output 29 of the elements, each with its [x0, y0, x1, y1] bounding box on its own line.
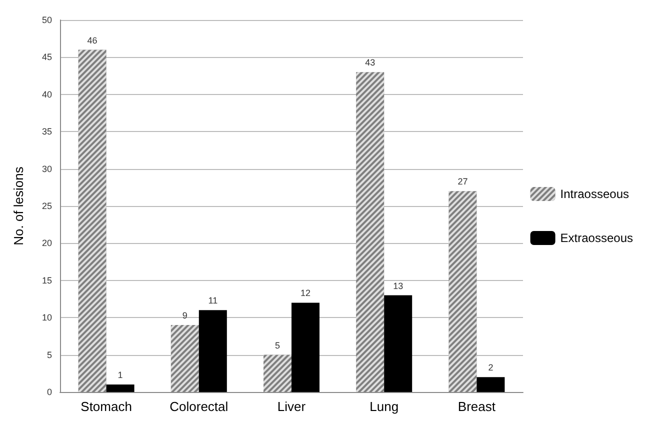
x-tick-label: Lung — [370, 399, 399, 414]
data-label: 12 — [300, 288, 311, 298]
data-label: 11 — [208, 296, 218, 306]
data-label: 2 — [488, 362, 494, 373]
y-tick-label: 5 — [46, 350, 52, 360]
y-tick-label: 15 — [42, 275, 52, 286]
data-label: 13 — [393, 280, 404, 291]
y-tick-label: 0 — [46, 387, 52, 397]
y-tick-label: 10 — [42, 312, 52, 323]
y-tick-label: 20 — [42, 238, 52, 248]
y-tick-label: 45 — [42, 52, 52, 62]
data-label: 46 — [87, 35, 98, 46]
y-tick-label: 35 — [42, 126, 52, 137]
x-tick-label: Stomach — [80, 399, 132, 414]
y-tick-label: 25 — [42, 201, 52, 211]
data-label: 27 — [458, 176, 468, 187]
data-label: 5 — [274, 340, 280, 350]
x-tick-label: Colorectal — [170, 399, 228, 414]
y-axis-title: No. of lesions — [11, 166, 26, 246]
x-tick-label: Liver — [277, 399, 306, 414]
data-label: 9 — [182, 310, 188, 321]
data-label: 1 — [118, 370, 123, 380]
y-tick-label: 30 — [42, 164, 52, 174]
data-label: 43 — [365, 58, 376, 68]
y-tick-label: 50 — [42, 15, 52, 25]
legend-label: Intraosseous — [560, 187, 630, 201]
x-tick-label: Breast — [458, 399, 496, 414]
legend-label: Extraosseous — [560, 231, 633, 245]
y-tick-label: 40 — [42, 89, 52, 100]
